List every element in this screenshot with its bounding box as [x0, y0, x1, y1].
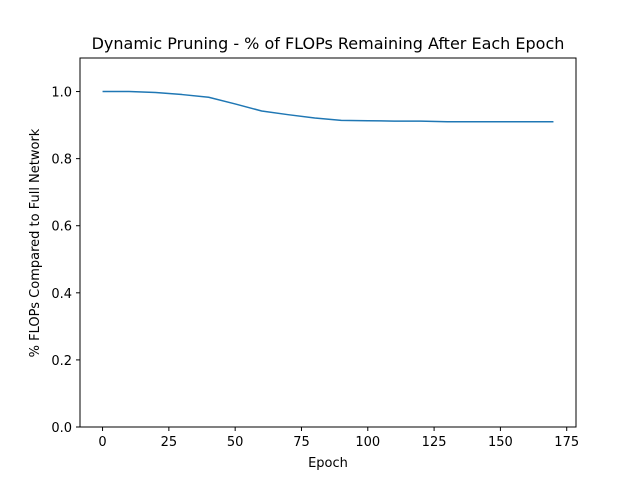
chart-title: Dynamic Pruning - % of FLOPs Remaining A…: [92, 34, 565, 53]
y-axis-label: % FLOPs Compared to Full Network: [28, 128, 43, 357]
series-line: [102, 90, 554, 123]
x-tick-label: 25: [161, 435, 178, 450]
x-tick-label: 100: [355, 435, 380, 450]
y-tick-label: 1.0: [51, 86, 72, 101]
x-tick-label: 75: [293, 435, 310, 450]
y-tick-label: 0.8: [51, 153, 72, 168]
x-tick-label: 50: [227, 435, 244, 450]
y-tick-label: 0.2: [51, 354, 72, 369]
series-group: [102, 90, 554, 123]
y-tick-label: 0.6: [51, 220, 72, 235]
x-axis: 0 25 50 75 100 125 150 175: [98, 427, 579, 450]
y-tick-label: 0.0: [51, 421, 72, 436]
y-axis: 0.0 0.2 0.4 0.6 0.8 1.0: [51, 86, 80, 436]
x-axis-label: Epoch: [308, 456, 348, 471]
x-tick-label: 150: [488, 435, 513, 450]
x-tick-label: 125: [422, 435, 447, 450]
plot-frame: [79, 57, 577, 428]
x-tick-label: 175: [554, 435, 579, 450]
y-tick-label: 0.4: [51, 287, 72, 302]
x-tick-label: 0: [98, 435, 106, 450]
plot-area: 0 25 50 75 100 125 150 175 0.0 0.2 0.4 0.6 0.8 1.0: [51, 57, 579, 450]
